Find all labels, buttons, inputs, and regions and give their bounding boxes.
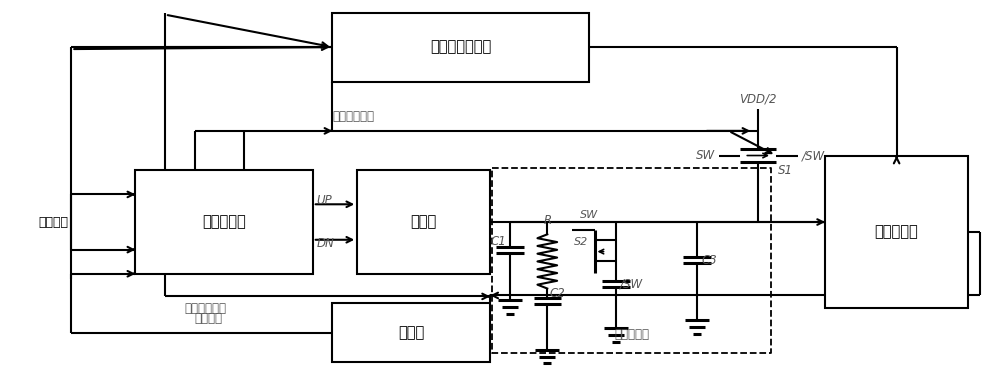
- Text: SW: SW: [696, 149, 715, 162]
- Text: 频率锁定环路: 频率锁定环路: [332, 110, 374, 123]
- Text: S2: S2: [574, 237, 589, 247]
- Bar: [825, 155, 968, 308]
- Text: 压控振荡器: 压控振荡器: [875, 224, 918, 239]
- Text: R: R: [543, 214, 551, 228]
- Text: C2: C2: [549, 287, 565, 300]
- Text: SW: SW: [580, 210, 598, 220]
- Bar: [135, 170, 313, 274]
- Text: DN: DN: [317, 237, 334, 250]
- Text: C1: C1: [490, 235, 506, 248]
- Text: 环路滤波器: 环路滤波器: [614, 328, 649, 341]
- Text: 参考信号: 参考信号: [38, 215, 68, 228]
- Bar: [332, 13, 589, 82]
- Text: 电荷泵: 电荷泵: [411, 215, 437, 230]
- Text: 自动频带选择器: 自动频带选择器: [430, 40, 491, 55]
- Text: 相位锁定环路: 相位锁定环路: [185, 302, 227, 315]
- Text: VDD/2: VDD/2: [739, 93, 777, 106]
- Text: 反馈信号: 反馈信号: [195, 312, 223, 325]
- Text: /SW: /SW: [802, 149, 825, 162]
- Text: 分频器: 分频器: [398, 325, 424, 340]
- Text: /SW: /SW: [620, 278, 643, 291]
- Bar: [357, 170, 490, 274]
- Text: S1: S1: [778, 164, 793, 177]
- Text: 鉴频鉴相器: 鉴频鉴相器: [202, 215, 246, 230]
- Text: C3: C3: [701, 255, 717, 268]
- Bar: [332, 303, 490, 363]
- Text: UP: UP: [317, 194, 332, 207]
